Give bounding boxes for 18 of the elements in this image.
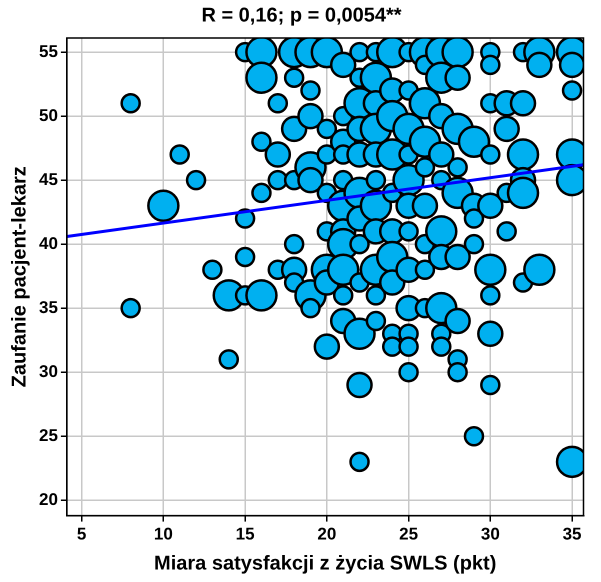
chart-title: R = 0,16; p = 0,0054** [201, 4, 402, 27]
y-tick-label: 25 [38, 426, 58, 445]
x-tick-label: 15 [236, 524, 255, 544]
x-tick-label: 10 [154, 524, 173, 544]
y-tick-label: 40 [38, 234, 58, 253]
y-tick-label: 35 [38, 298, 58, 317]
y-tick-label: 20 [38, 490, 58, 509]
x-tick-label: 20 [317, 524, 336, 544]
x-tick-label: 35 [562, 524, 582, 544]
x-axis-title: Miara satysfakcji z życia SWLS (pkt) [154, 552, 496, 575]
y-tick-label: 55 [38, 42, 58, 61]
x-tick-label: 5 [76, 524, 86, 544]
y-axis-title: Zaufanie pacjent-lekarz [8, 166, 31, 388]
y-tick-label: 30 [38, 362, 58, 381]
y-tick-label: 50 [38, 106, 58, 125]
x-tick-label: 30 [480, 524, 500, 544]
y-tick-label: 45 [38, 170, 58, 189]
x-tick-label: 25 [399, 524, 418, 544]
